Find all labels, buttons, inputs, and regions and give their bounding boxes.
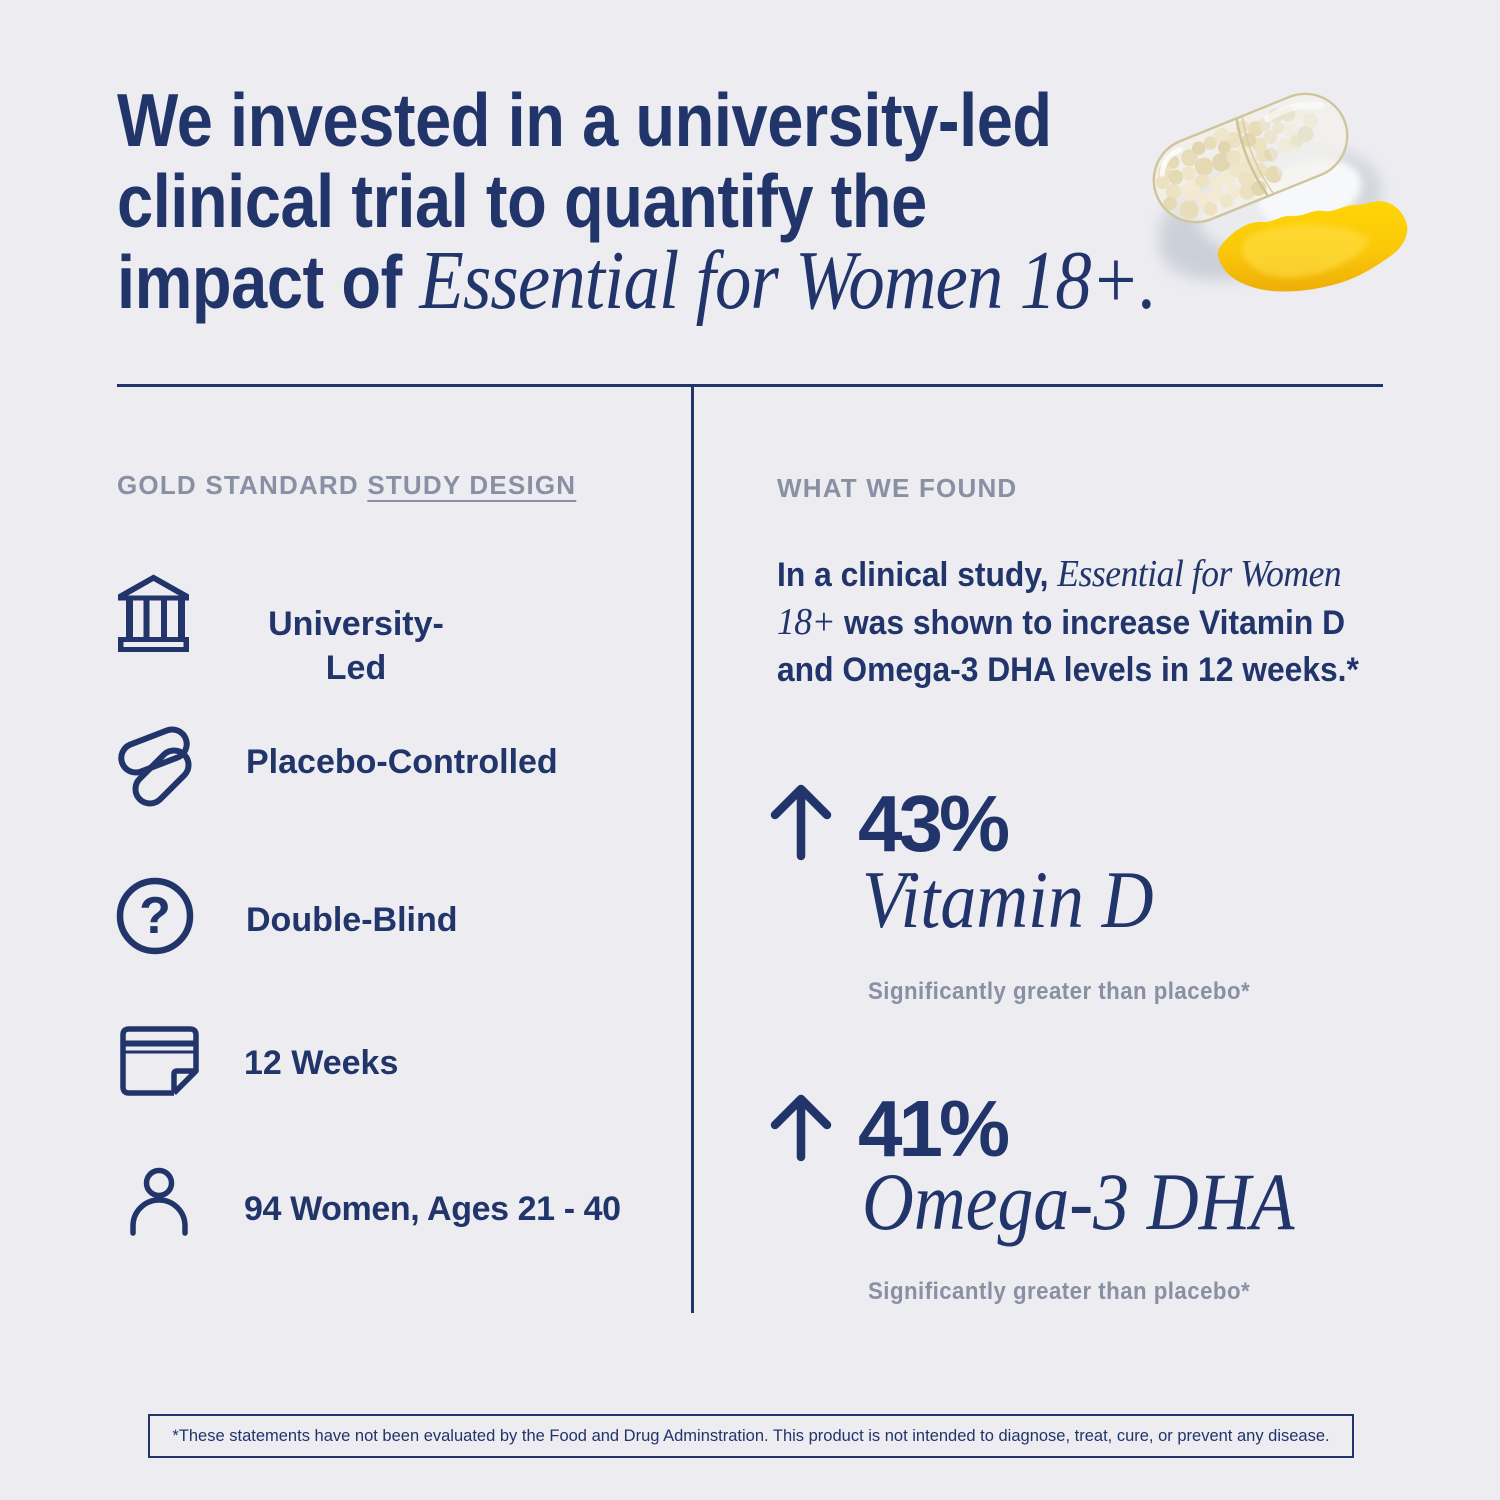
svg-text:?: ? bbox=[139, 887, 171, 945]
